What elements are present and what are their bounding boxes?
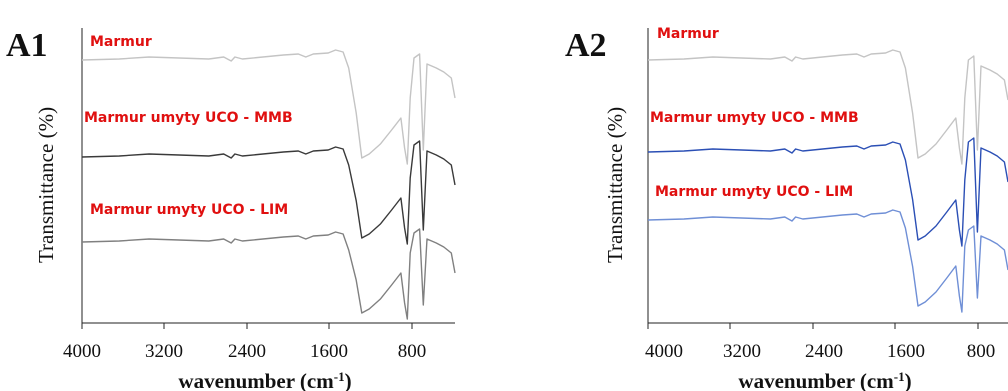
y-axis-label: Transmittance (%) xyxy=(603,107,627,263)
series-label-mmb: Marmur umyty UCO - MMB xyxy=(650,110,859,126)
series-line-2 xyxy=(647,137,1008,247)
series-label-lim: Marmur umyty UCO - LIM xyxy=(90,202,288,218)
panel-label: A2 xyxy=(565,27,607,64)
traces xyxy=(81,49,456,320)
x-tick-label: 1600 xyxy=(310,341,348,362)
x-ticks: 4000 3200 2400 1600 800 xyxy=(63,323,426,362)
series-label-lim: Marmur umyty UCO - LIM xyxy=(655,184,853,200)
series-line-1 xyxy=(81,49,456,165)
x-tick-label: 800 xyxy=(398,341,427,362)
series-line-1 xyxy=(647,49,1008,165)
y-axis-label: Transmittance (%) xyxy=(34,107,58,263)
x-tick-label: 2400 xyxy=(805,341,843,362)
y-axis-title: Transmittance (%) xyxy=(603,107,627,263)
x-axis-label-main: wavenumber (cm xyxy=(738,369,894,391)
panel-a2: A2 Transmittance (%) 4000 3200 2400 1600 800… xyxy=(565,26,1008,391)
x-axis-label-sup: -1 xyxy=(894,369,905,384)
x-axis-label-close: ) xyxy=(345,369,352,391)
x-axis-label: wavenumber (cm-1) xyxy=(178,369,351,391)
series-label-mmb: Marmur umyty UCO - MMB xyxy=(84,110,293,126)
series-line-3 xyxy=(81,228,456,320)
x-tick-label: 1600 xyxy=(887,341,925,362)
x-tick-label: 4000 xyxy=(63,341,101,362)
panel-label: A1 xyxy=(6,27,48,64)
y-axis-title: Transmittance (%) xyxy=(34,107,58,263)
x-ticks: 4000 3200 2400 1600 800 xyxy=(645,323,995,362)
x-axis-label: wavenumber (cm-1) xyxy=(738,369,911,391)
x-tick-label: 2400 xyxy=(228,341,266,362)
x-axis-label-close: ) xyxy=(905,369,912,391)
x-tick-label: 800 xyxy=(967,341,996,362)
x-axis-label-sup: -1 xyxy=(334,369,345,384)
x-tick-label: 3200 xyxy=(145,341,183,362)
x-tick-label: 4000 xyxy=(645,341,683,362)
x-tick-label: 3200 xyxy=(723,341,761,362)
series-label-marmur: Marmur xyxy=(657,26,719,42)
series-line-2 xyxy=(81,140,456,245)
x-axis-label-main: wavenumber (cm xyxy=(178,369,334,391)
series-line-3 xyxy=(647,209,1008,313)
series-label-marmur: Marmur xyxy=(90,34,152,50)
traces xyxy=(647,49,1008,313)
panel-a1: A1 Transmittance (%) 4000 3200 2400 1600 800… xyxy=(6,27,456,391)
